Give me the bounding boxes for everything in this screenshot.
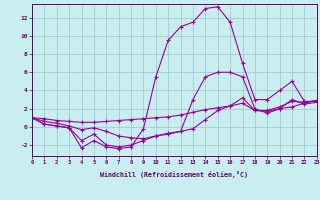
X-axis label: Windchill (Refroidissement éolien,°C): Windchill (Refroidissement éolien,°C) [100,171,248,178]
